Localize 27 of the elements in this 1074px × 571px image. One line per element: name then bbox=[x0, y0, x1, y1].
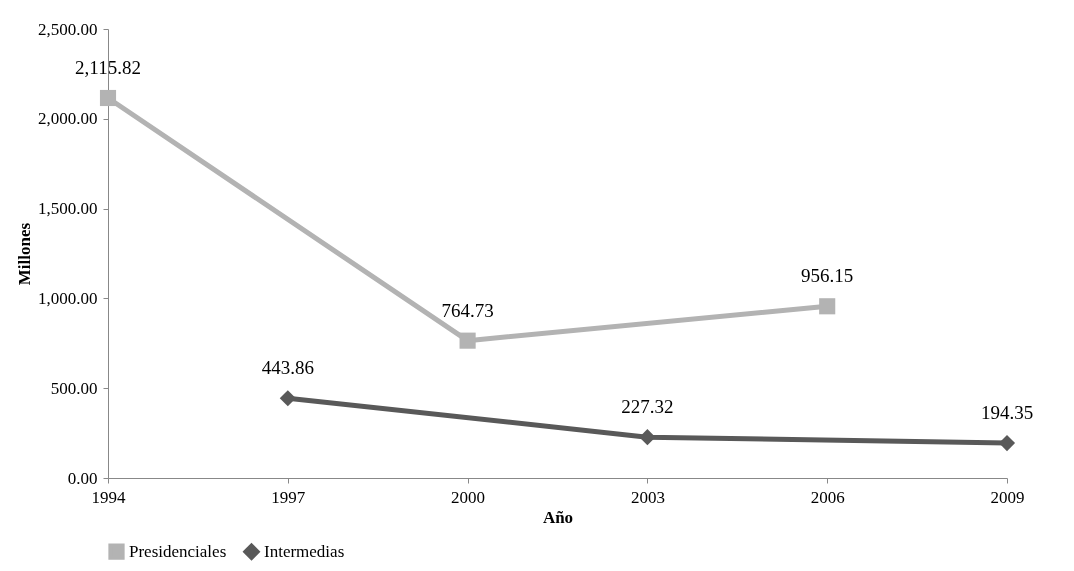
x-tick-label: 2006 bbox=[810, 487, 845, 507]
y-tick-label: 500.00 bbox=[50, 378, 98, 398]
legend-label: Presidenciales bbox=[129, 541, 227, 561]
y-tick-label: 2,000.00 bbox=[38, 109, 98, 129]
y-tick-label: 2,500.00 bbox=[38, 19, 98, 39]
x-tick-label: 1997 bbox=[271, 487, 306, 507]
point bbox=[459, 332, 476, 349]
y-tick-label: 0.00 bbox=[67, 468, 98, 488]
y-tick-label: 1,500.00 bbox=[38, 199, 98, 219]
x-axis-title: Año bbox=[542, 507, 574, 527]
x-tick-label: 2000 bbox=[451, 487, 486, 507]
data-label: 764.73 bbox=[441, 299, 494, 321]
y-axis-title: Millones bbox=[15, 222, 34, 286]
data-label: 194.35 bbox=[980, 402, 1034, 424]
point bbox=[639, 429, 656, 446]
legend-label: Intermedias bbox=[264, 541, 345, 561]
point bbox=[819, 298, 836, 315]
y-tick-label: 1,000.00 bbox=[38, 288, 98, 308]
data-label: 956.15 bbox=[801, 265, 854, 287]
point bbox=[99, 89, 117, 107]
data-label: 227.32 bbox=[621, 396, 674, 418]
data-label: 443.86 bbox=[261, 357, 314, 379]
data-label: 2,115.82 bbox=[75, 57, 141, 78]
x-tick-label: 2009 bbox=[990, 487, 1025, 507]
point bbox=[279, 390, 296, 407]
x-tick-label: 1994 bbox=[91, 487, 126, 507]
x-tick-label: 2003 bbox=[630, 487, 665, 507]
